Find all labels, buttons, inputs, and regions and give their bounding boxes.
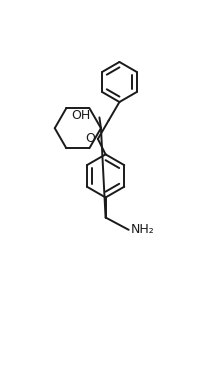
Text: O: O: [85, 132, 95, 146]
Text: OH: OH: [71, 109, 90, 122]
Text: NH₂: NH₂: [131, 223, 155, 236]
